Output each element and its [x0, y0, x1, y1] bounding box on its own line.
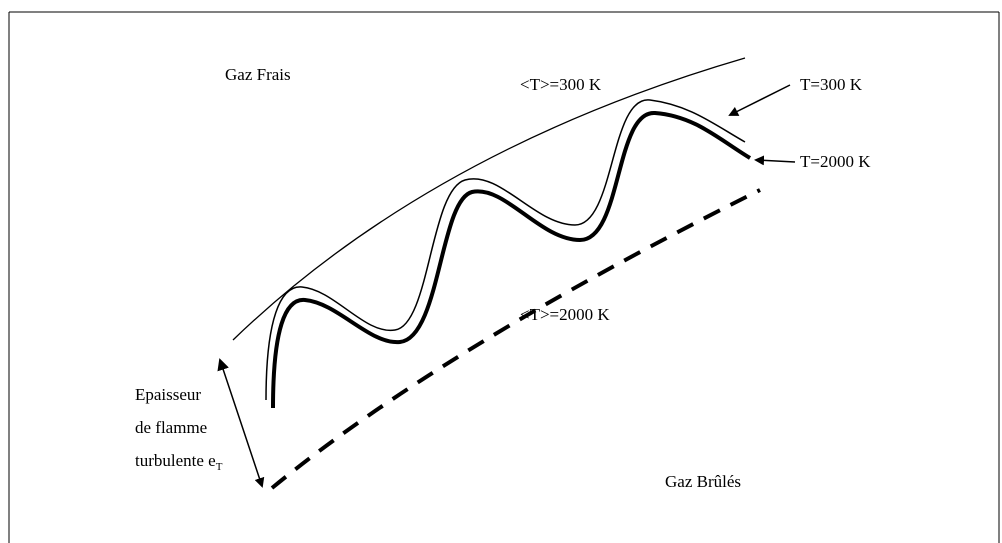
label: T=300 K: [800, 75, 863, 94]
label: <T>=2000 K: [520, 305, 610, 324]
label: Gaz Frais: [225, 65, 291, 84]
thickness-label: Epaisseur: [135, 385, 201, 404]
flame-front-300: [265, 99, 746, 401]
arrow: [754, 155, 796, 166]
mean-2000-curve: [270, 188, 761, 490]
arrow: [728, 84, 791, 116]
frame: [8, 11, 1000, 543]
label: <T>=300 K: [520, 75, 602, 94]
mean-300-curve: [232, 57, 746, 341]
label: T=2000 K: [800, 152, 871, 171]
thickness-arrow: [217, 358, 265, 488]
subscript: T: [216, 461, 223, 473]
thickness-label: turbulente eT: [135, 451, 223, 473]
thickness-label: de flamme: [135, 418, 207, 437]
label: Gaz Brûlés: [665, 472, 741, 491]
flame-front-2000: [271, 110, 752, 409]
thickness-line: turbulente e: [135, 451, 216, 470]
